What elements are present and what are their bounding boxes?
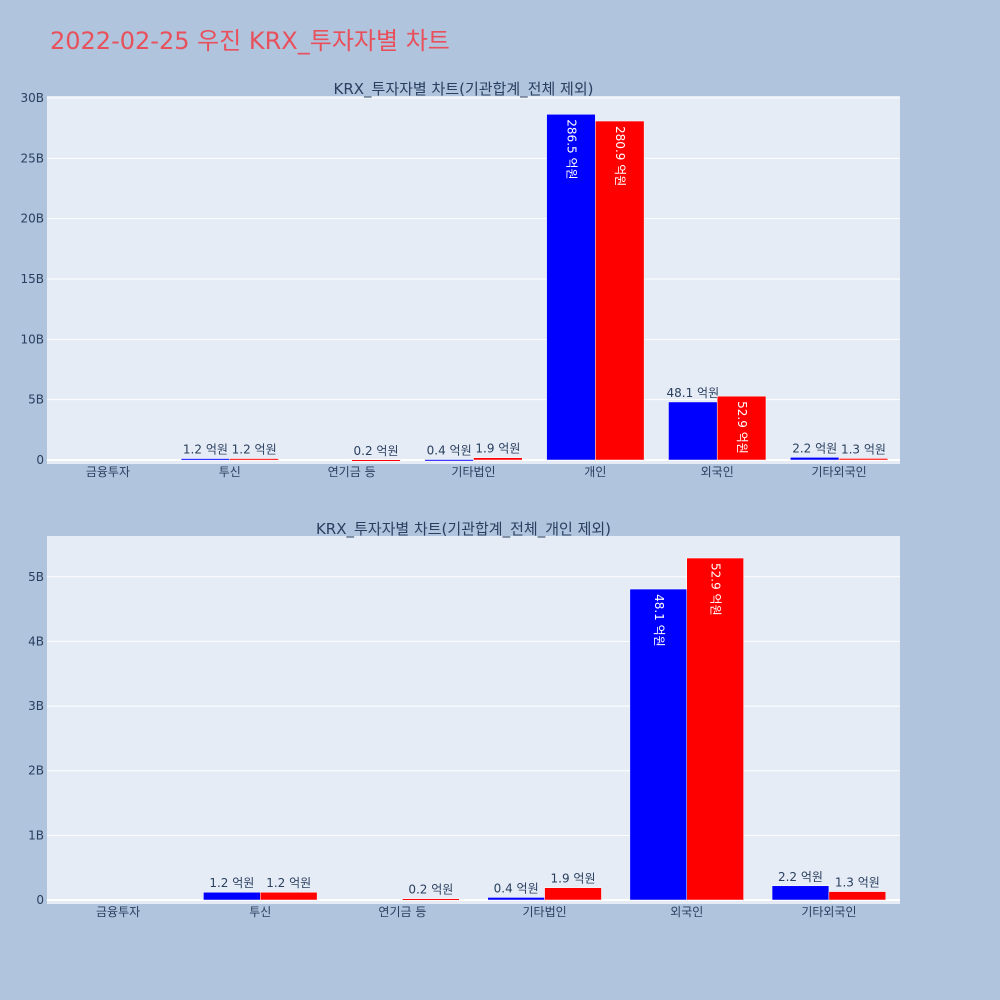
chart-title: KRX_투자자별 차트(기관합계_전체_개인 제외) bbox=[316, 520, 611, 539]
bar bbox=[402, 898, 460, 901]
y-tick-label: 15B bbox=[20, 272, 44, 286]
x-tick-label: 기타외국인 bbox=[811, 465, 866, 479]
x-tick-label: 투신 bbox=[219, 465, 241, 479]
bar bbox=[473, 457, 523, 461]
data-label: 286.5 억원 bbox=[564, 119, 578, 179]
y-tick-label: 1B bbox=[28, 828, 44, 842]
bar bbox=[180, 458, 231, 461]
x-tick-label: 연기금 등 bbox=[328, 465, 376, 479]
chart-top: KRX_투자자별 차트(기관합계_전체 제외) 0 5B 10B 15B 20B 25B 30… bbox=[20, 80, 900, 479]
y-tick-label: 30B bbox=[20, 91, 44, 105]
data-label: 1.3 억원 bbox=[835, 876, 880, 890]
bar bbox=[595, 120, 645, 461]
x-tick-label: 외국인 bbox=[670, 905, 703, 919]
data-label: 0.4 억원 bbox=[494, 881, 539, 895]
x-tick-label: 금융투자 bbox=[86, 465, 130, 479]
bar bbox=[828, 891, 887, 901]
data-label: 1.2 억원 bbox=[266, 876, 311, 890]
data-label: 48.1 억원 bbox=[667, 386, 720, 400]
data-label: 1.2 억원 bbox=[232, 443, 277, 457]
y-tick-label: 0 bbox=[36, 453, 44, 467]
y-tick-label: 0 bbox=[36, 893, 44, 907]
bar bbox=[487, 897, 545, 901]
data-label: 2.2 억원 bbox=[778, 870, 823, 884]
bar bbox=[771, 885, 830, 901]
y-tick-label: 10B bbox=[20, 332, 44, 346]
data-label: 0.2 억원 bbox=[354, 444, 399, 458]
y-tick-label: 25B bbox=[20, 151, 44, 165]
bar bbox=[229, 458, 279, 461]
data-label: 1.2 억원 bbox=[183, 443, 228, 457]
data-label: 52.9 억원 bbox=[709, 563, 723, 616]
bar bbox=[686, 557, 744, 901]
data-label: 1.9 억원 bbox=[551, 872, 596, 886]
y-tick-label: 2B bbox=[28, 764, 44, 778]
x-tick-label: 연기금 등 bbox=[378, 905, 426, 919]
bar bbox=[351, 459, 401, 462]
data-label: 52.9 억원 bbox=[735, 401, 749, 454]
bar bbox=[424, 459, 474, 462]
x-tick-label: 금융투자 bbox=[96, 905, 140, 919]
x-tick-label: 투신 bbox=[249, 905, 271, 919]
bar bbox=[260, 891, 318, 901]
bar bbox=[716, 395, 767, 461]
page-title: 2022-02-25 우진 KRX_투자자별 차트 bbox=[50, 27, 450, 55]
data-label: 1.3 억원 bbox=[841, 442, 886, 456]
y-tick-label: 20B bbox=[20, 212, 44, 226]
y-tick-label: 3B bbox=[28, 699, 44, 713]
bar bbox=[838, 458, 889, 461]
bar bbox=[203, 891, 261, 901]
x-tick-label: 기타법인 bbox=[522, 905, 566, 919]
bar bbox=[668, 401, 718, 461]
plot-area bbox=[47, 96, 900, 464]
data-label: 48.1 억원 bbox=[652, 594, 666, 647]
data-label: 1.2 억원 bbox=[209, 876, 254, 890]
data-label: 0.2 억원 bbox=[408, 883, 453, 897]
x-tick-label: 기타외국인 bbox=[801, 905, 856, 919]
x-tick-label: 기타법인 bbox=[451, 465, 495, 479]
bar bbox=[629, 588, 688, 901]
y-tick-label: 5B bbox=[28, 570, 44, 584]
y-tick-label: 4B bbox=[28, 634, 44, 648]
x-tick-label: 외국인 bbox=[701, 465, 734, 479]
x-tick-label: 개인 bbox=[584, 465, 606, 479]
plot-area bbox=[47, 536, 900, 904]
bar bbox=[544, 887, 602, 901]
y-tick-label: 5B bbox=[28, 393, 44, 407]
chart-bottom: KRX_투자자별 차트(기관합계_전체_개인 제외) 0 1B 2B 3B 4B 5B 금융투… bbox=[28, 520, 900, 919]
data-label: 2.2 억원 bbox=[792, 441, 837, 455]
data-label: 1.9 억원 bbox=[475, 442, 520, 456]
data-label: 280.9 억원 bbox=[613, 126, 627, 186]
chart-title: KRX_투자자별 차트(기관합계_전체 제외) bbox=[334, 80, 594, 99]
bar bbox=[790, 457, 840, 461]
data-label: 0.4 억원 bbox=[427, 444, 472, 458]
bar bbox=[546, 114, 596, 461]
